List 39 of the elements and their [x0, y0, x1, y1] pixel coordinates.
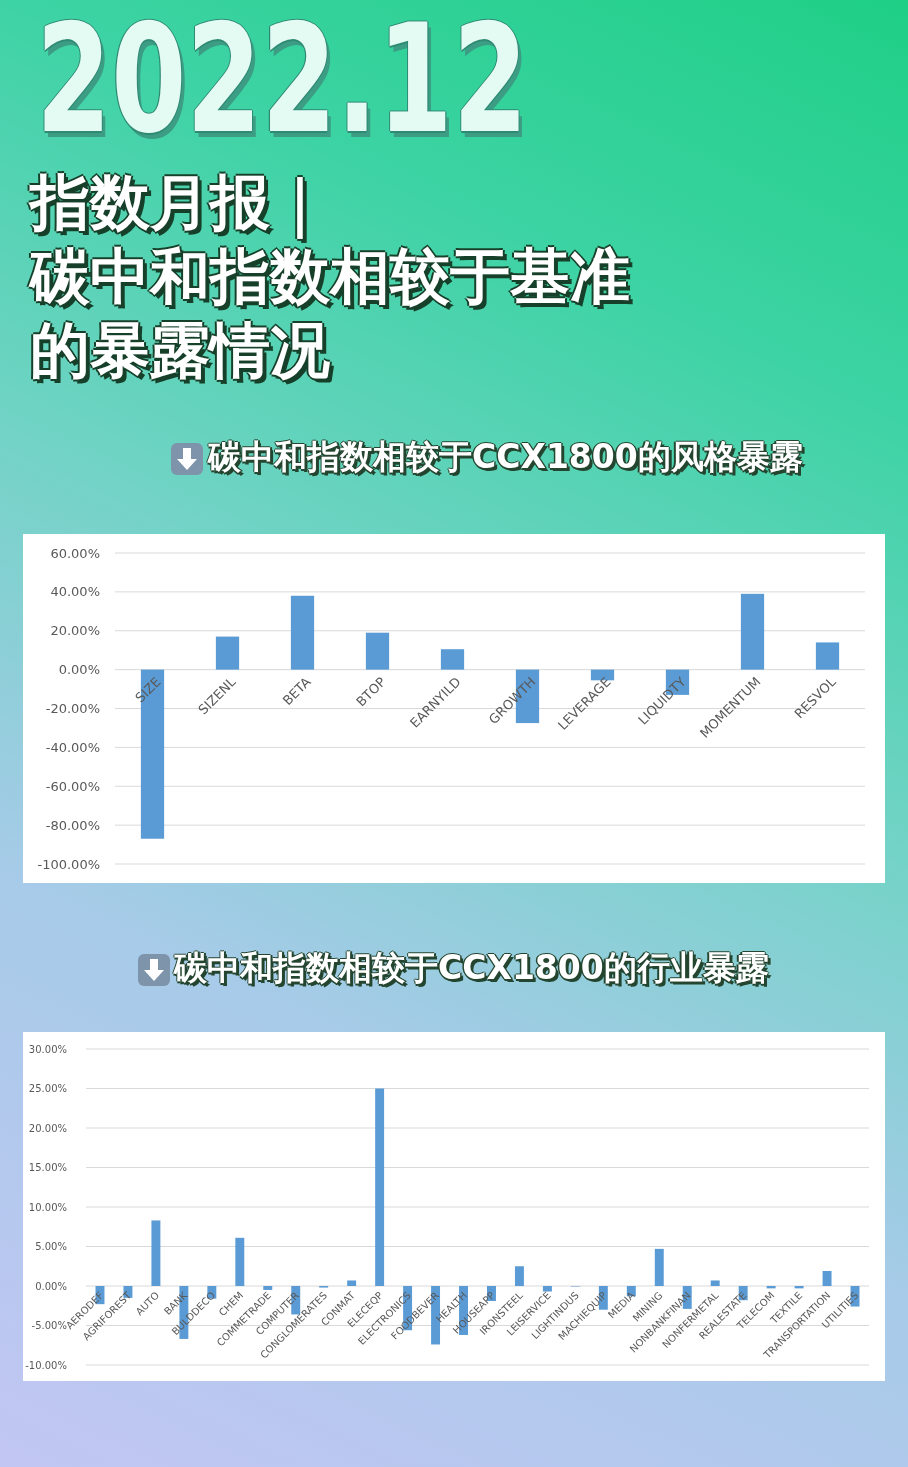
bar [740, 593, 765, 670]
bar [263, 1286, 273, 1290]
bar [375, 1088, 385, 1286]
bar [235, 1237, 245, 1286]
bar [822, 1270, 832, 1286]
y-tick-label: 30.00% [28, 1043, 67, 1055]
bar [514, 1266, 524, 1286]
y-tick-label: 60.00% [50, 545, 100, 561]
y-tick-label: -60.00% [45, 778, 100, 794]
y-tick-label: -40.00% [45, 739, 100, 755]
bar [215, 636, 240, 670]
y-tick-label: 0.00% [58, 662, 100, 678]
chart-title: 碳中和指数相较于CCX1800的行业暴露 [174, 948, 769, 988]
y-tick-label: -20.00% [45, 701, 100, 716]
y-tick-label: 15.00% [28, 1162, 67, 1173]
y-tick-label: 25.00% [28, 1083, 67, 1094]
bar [440, 649, 465, 670]
bar [542, 1286, 552, 1292]
text: 2022.12 [36, 0, 528, 166]
bar [151, 1220, 161, 1286]
y-tick-label: -80.00% [45, 817, 100, 833]
y-tick-label: 20.00% [50, 623, 100, 639]
bar [654, 1248, 664, 1286]
bar [815, 642, 840, 670]
bar [710, 1280, 720, 1286]
bar [290, 595, 315, 670]
y-tick-label: 20.00% [28, 1122, 67, 1134]
y-tick-label: 10.00% [28, 1201, 67, 1213]
y-tick-label: 5.00% [35, 1241, 67, 1252]
y-tick-label: -5.00% [31, 1320, 67, 1331]
y-tick-label: -10.00% [25, 1359, 67, 1371]
chart-title: 碳中和指数相较于CCX1800的风格暴露 [208, 437, 803, 477]
text: 碳中和指数相较于基准的暴露情况 [30, 240, 631, 387]
y-tick-label: 0.00% [35, 1280, 67, 1292]
y-tick-label: -100.00% [37, 856, 100, 872]
y-tick-label: 40.00% [50, 584, 100, 600]
bar [365, 632, 390, 670]
text: 指数月报｜ [30, 166, 329, 239]
bar [347, 1280, 357, 1286]
